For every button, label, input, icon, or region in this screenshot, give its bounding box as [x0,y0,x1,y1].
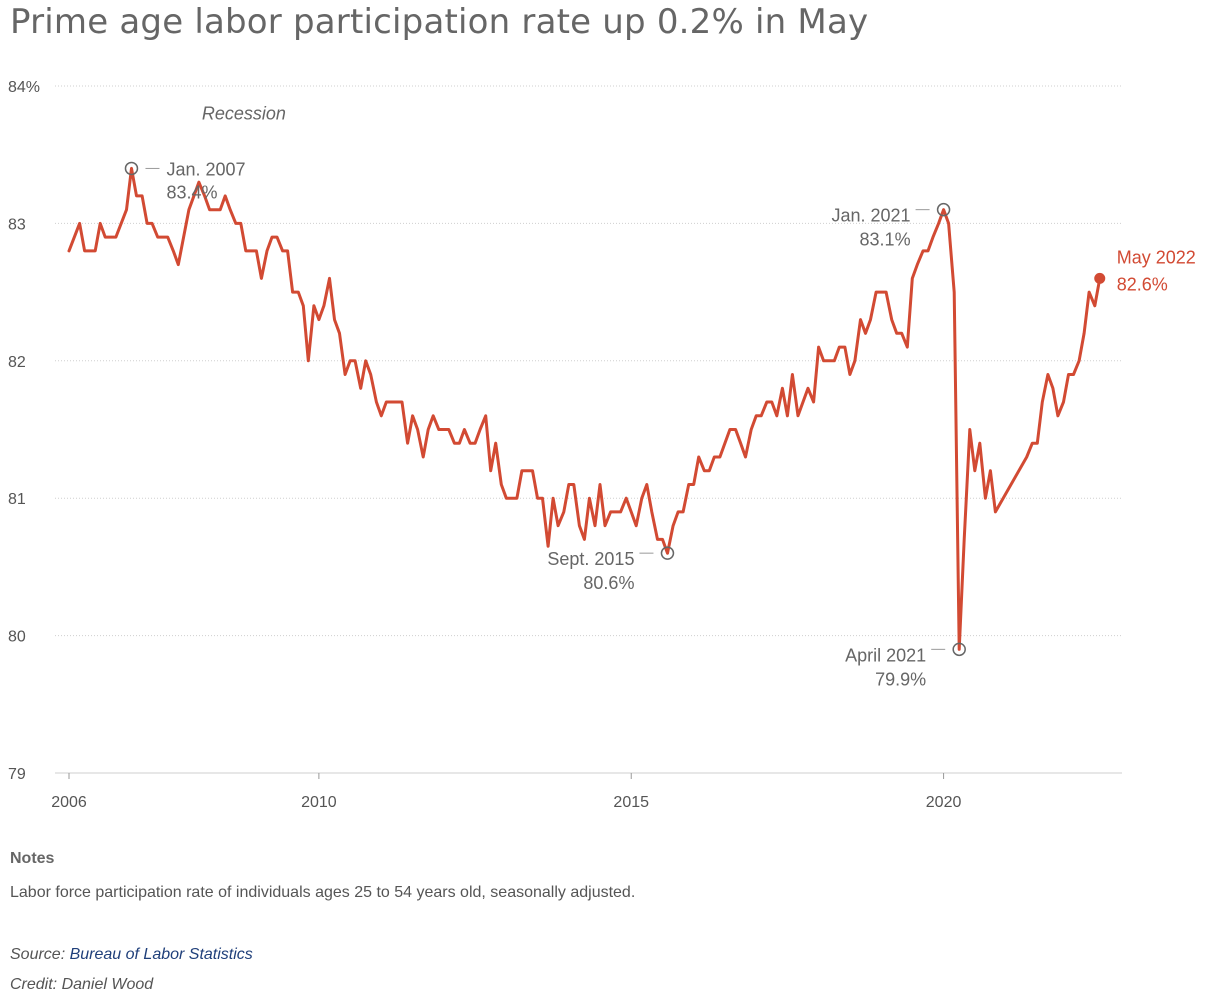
annotation: Jan. 2007 83.4% [124,159,246,202]
notes-heading: Notes [10,850,55,867]
series-line [67,166,1102,651]
notes-text: Labor force participation rate of indivi… [10,884,636,901]
annotation-ring [936,202,951,217]
x-axis: 2006 2010 2015 2020 [51,772,1122,811]
x-tick-label: 2020 [926,794,962,811]
y-tick-label: 84% [8,79,40,96]
recession-label: Recession [202,103,286,123]
source-link[interactable]: Bureau of Labor Statistics [69,946,253,963]
y-tick-label: 79 [8,766,26,783]
annotation: Sept. 2015 80.6% [547,546,675,593]
annotation-label: April 2021 [845,645,926,665]
annotation: Jan. 2021 83.1% [832,202,951,250]
x-tick-label: 2010 [301,794,337,811]
y-tick-label: 81 [8,491,26,508]
y-tick-label: 80 [8,629,26,646]
x-tick-label: 2006 [51,794,87,811]
annotation-value: 83.4% [166,182,217,202]
annotation-label: Sept. 2015 [547,549,634,569]
annotation: April 2021 79.9% [845,642,966,689]
credit-line: Credit: Daniel Wood [10,976,154,993]
annotation-value: 83.1% [860,230,911,250]
source-prefix: Source: [10,946,70,963]
annotation-dot [1094,272,1106,284]
annotations: Jan. 2007 83.4% Sept. 2015 80.6% Jan. 2021 83… [124,159,1196,689]
source-line: Source: Bureau of Labor Statistics [10,946,253,964]
annotation: May 2022 82.6% [1094,247,1196,294]
annotation-ring [124,161,139,176]
annotation-label: May 2022 [1117,247,1196,267]
annotation-label: Jan. 2007 [166,159,245,179]
annotation-ring [952,642,966,657]
y-tick-label: 83 [8,216,26,233]
line-chart: 84% 83 82 81 80 79 2006 2010 2015 2020 Recession… [8,79,1196,811]
annotation-value: 80.6% [583,573,634,593]
x-tick-label: 2015 [613,794,649,811]
chart-title: Prime age labor participation rate up 0.… [10,2,869,42]
annotation-value: 79.9% [875,669,926,689]
annotation-ring [660,546,675,560]
annotation-label: Jan. 2021 [832,206,911,226]
y-tick-label: 82 [8,354,26,371]
y-axis: 84% 83 82 81 80 79 [8,79,40,783]
annotation-value: 82.6% [1117,274,1168,294]
